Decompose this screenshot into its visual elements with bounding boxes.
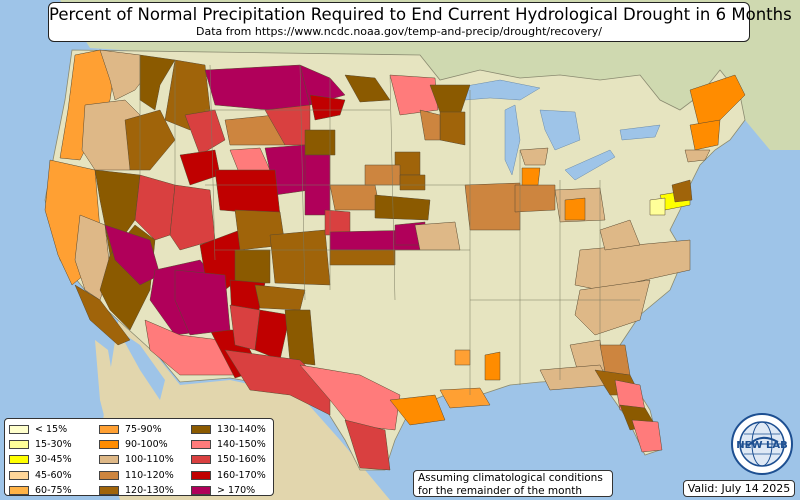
region-ga-sc	[574, 279, 651, 336]
lake-michigan	[504, 104, 521, 176]
legend-item: 60-75%	[9, 483, 72, 498]
data-source-subtitle: Data from https://www.ncdc.noaa.gov/temp…	[196, 25, 602, 38]
region-wy-south	[214, 169, 281, 216]
region-ca-south-coast	[74, 284, 131, 346]
region-wi-north	[439, 111, 466, 146]
legend-item: 45-60%	[9, 468, 72, 483]
region-mo-central	[414, 221, 461, 251]
note-line-1: Assuming climatological conditions	[418, 472, 603, 484]
legend-item: 100-110%	[99, 452, 174, 467]
legend-item: 150-160%	[191, 452, 266, 467]
region-va-west	[599, 219, 641, 251]
region-ok-north	[329, 249, 396, 266]
legend-swatch	[9, 425, 29, 435]
state-borders	[139, 55, 640, 395]
legend-column-1: < 15% 15-30% 30-45% 45-60% 60-75%	[9, 422, 72, 498]
region-il-central	[464, 182, 521, 231]
region-nv-clark	[104, 224, 161, 286]
region-tx-coast	[389, 394, 446, 426]
region-ms-south	[484, 351, 501, 381]
region-co-sw	[234, 249, 271, 284]
legend-swatch	[191, 470, 211, 480]
note-line-2: for the remainder of the month	[418, 484, 583, 497]
globe-logo-icon: NEW LAB	[731, 413, 793, 475]
legend-item: 75-90%	[99, 422, 174, 437]
legend-item: > 170%	[191, 483, 266, 498]
legend-swatch	[191, 425, 211, 435]
legend-swatch	[99, 455, 119, 465]
legend-swatch	[99, 485, 119, 495]
legend-swatch	[99, 440, 119, 450]
region-sd-west	[304, 129, 336, 156]
title-box: Percent of Normal Precipitation Required…	[48, 2, 792, 42]
lake-ontario	[619, 124, 661, 141]
gulf-of-california	[118, 330, 165, 400]
legend-item: 130-140%	[191, 422, 266, 437]
region-in-north	[514, 184, 556, 213]
region-mn-north	[389, 74, 439, 116]
region-ct	[684, 149, 711, 163]
region-or-east	[124, 109, 176, 171]
legend-item: < 15%	[9, 422, 72, 437]
region-nv-east	[134, 174, 176, 241]
region-de	[671, 179, 693, 203]
lake-erie	[564, 149, 616, 181]
region-la-north	[454, 349, 471, 366]
region-me	[689, 74, 746, 131]
legend-item: 120-130%	[99, 483, 174, 498]
region-mt-east	[204, 64, 311, 111]
legend-swatch	[9, 485, 29, 495]
region-nm-west	[174, 269, 231, 336]
legend-swatch	[9, 470, 29, 480]
region-in-nw	[521, 167, 541, 186]
region-fl-south	[631, 419, 663, 453]
legend: < 15% 15-30% 30-45% 45-60% 60-75% 75-90%…	[4, 418, 274, 496]
legend-swatch	[191, 440, 211, 450]
region-oh-south	[564, 197, 586, 221]
legend-item: 110-120%	[99, 468, 174, 483]
legend-column-3: 130-140% 140-150% 150-160% 160-170% > 17…	[191, 422, 266, 498]
region-tn-nc	[574, 239, 691, 291]
region-nm-east	[284, 309, 316, 366]
region-co-east	[269, 229, 331, 286]
legend-swatch	[9, 440, 29, 450]
region-mn-central	[419, 109, 441, 141]
region-nd-east	[344, 74, 391, 103]
region-id-east	[184, 109, 226, 156]
region-ne-west	[329, 184, 381, 211]
region-tx-south	[344, 419, 391, 471]
region-md-west	[649, 197, 666, 216]
region-fl-north	[599, 344, 631, 376]
valid-date: Valid: July 14 2025	[683, 480, 795, 497]
region-la-coast	[439, 387, 491, 409]
legend-column-2: 75-90% 90-100% 100-110% 110-120% 120-130…	[99, 422, 174, 498]
region-ia-west	[399, 174, 426, 191]
legend-item: 30-45%	[9, 452, 72, 467]
region-ne-east	[374, 194, 431, 221]
region-ne-north	[364, 164, 401, 186]
legend-item: 90-100%	[99, 437, 174, 452]
legend-item: 140-150%	[191, 437, 266, 452]
region-tx-central	[299, 364, 401, 431]
lake-huron	[539, 109, 581, 151]
legend-swatch	[99, 425, 119, 435]
assumption-note: Assuming climatological conditions for t…	[413, 470, 613, 497]
logo-text: NEW LAB	[736, 440, 787, 451]
legend-item: 15-30%	[9, 437, 72, 452]
legend-swatch	[99, 470, 119, 480]
region-ma	[689, 119, 721, 151]
region-nd-central	[309, 94, 346, 121]
legend-swatch	[9, 455, 29, 465]
page-title: Percent of Normal Precipitation Required…	[49, 5, 792, 24]
region-mi-south	[519, 147, 549, 166]
legend-item: 160-170%	[191, 468, 266, 483]
legend-swatch	[191, 455, 211, 465]
legend-swatch	[191, 485, 211, 495]
region-ks-nw	[324, 209, 351, 236]
region-ut-west	[169, 184, 216, 251]
